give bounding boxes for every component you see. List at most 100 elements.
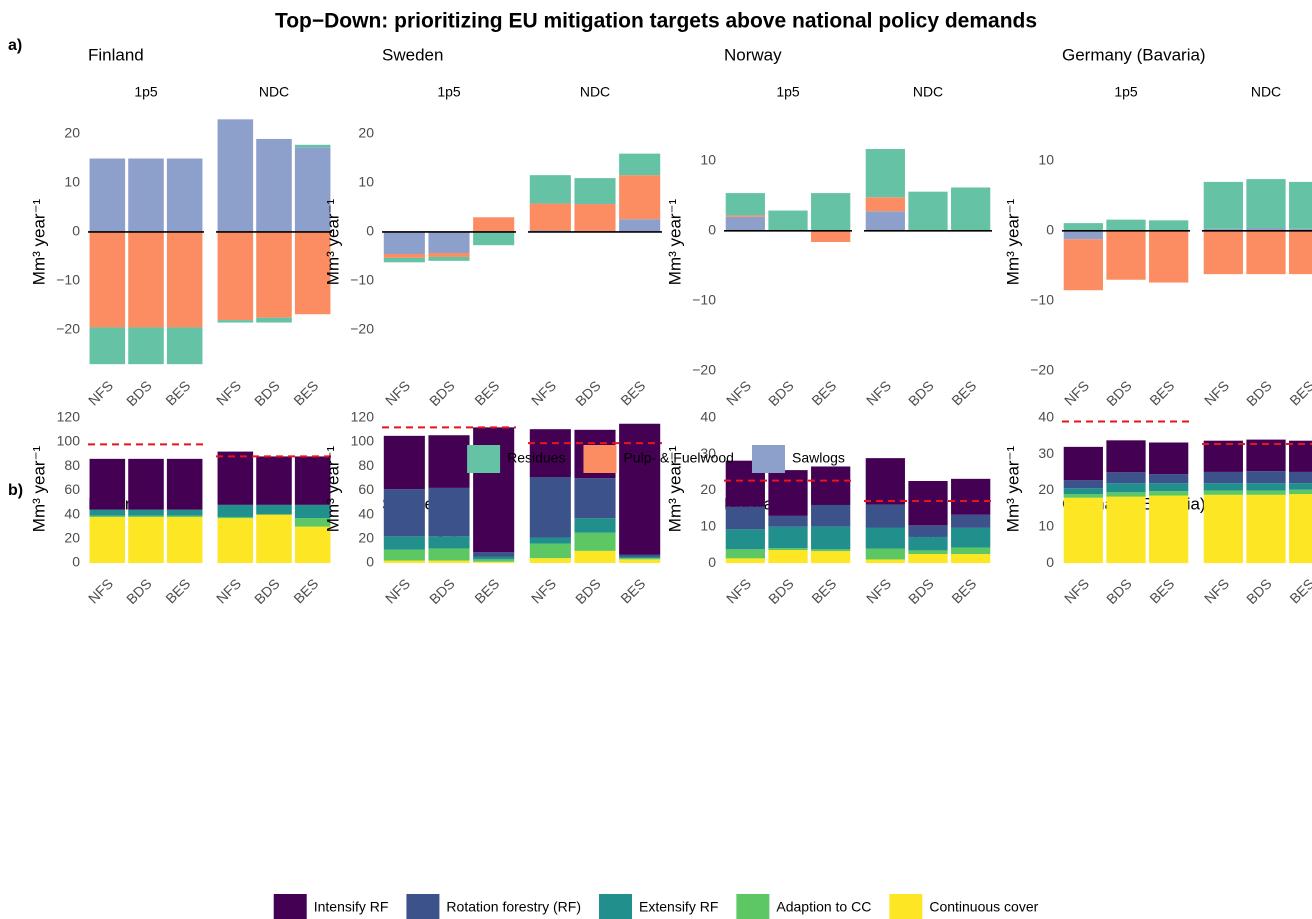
bar-segment bbox=[1289, 230, 1312, 275]
y-tick-label: 30 bbox=[700, 445, 716, 461]
bar-segment bbox=[473, 231, 515, 246]
bar-segment bbox=[166, 509, 203, 516]
x-tick-label: BDS bbox=[905, 575, 937, 607]
x-tick-label: BES bbox=[162, 377, 193, 408]
x-tick-label: BDS bbox=[1103, 377, 1135, 409]
bar-segment bbox=[383, 489, 425, 537]
bar-segment bbox=[166, 327, 203, 365]
bar-segment bbox=[1289, 228, 1312, 231]
y-axis-label: Mm³ year⁻¹ bbox=[665, 445, 684, 532]
facet-label: NDC bbox=[1251, 84, 1281, 100]
facet-label: NDC bbox=[580, 84, 610, 100]
bar-segment bbox=[574, 550, 616, 563]
bar-segment bbox=[217, 320, 254, 323]
bar-segment bbox=[1106, 230, 1146, 280]
y-tick-label: −10 bbox=[56, 272, 80, 288]
bar-segment bbox=[1203, 471, 1243, 484]
x-tick-label: BDS bbox=[1243, 377, 1275, 409]
bar-segment bbox=[768, 548, 808, 551]
y-tick-label: −10 bbox=[692, 291, 716, 307]
y-tick-label: 0 bbox=[366, 554, 374, 570]
bar-segment bbox=[1246, 228, 1286, 231]
panel-title: Finland bbox=[88, 45, 144, 64]
y-tick-label: 120 bbox=[351, 408, 375, 424]
bar-segment bbox=[294, 504, 331, 519]
bar-segment bbox=[908, 554, 948, 564]
bar-segment bbox=[1289, 471, 1312, 484]
bar-segment bbox=[1203, 181, 1243, 229]
x-tick-label: BES bbox=[808, 575, 839, 606]
bar-segment bbox=[1106, 219, 1146, 231]
y-axis-label: Mm³ year⁻¹ bbox=[29, 445, 48, 532]
bar-segment bbox=[725, 549, 765, 559]
y-tick-label: −10 bbox=[350, 272, 374, 288]
bar-segment bbox=[619, 559, 661, 563]
x-tick-label: NFS bbox=[863, 575, 894, 606]
bar-segment bbox=[1149, 442, 1189, 475]
bar-segment bbox=[89, 516, 126, 563]
bar-segment bbox=[529, 175, 571, 204]
bar-segment bbox=[428, 231, 470, 254]
y-tick-label: 80 bbox=[64, 457, 80, 473]
bar-segment bbox=[619, 558, 661, 560]
bar-segment bbox=[768, 515, 808, 527]
bar-segment bbox=[428, 487, 470, 537]
bar-segment bbox=[128, 231, 164, 328]
bar-segment bbox=[1246, 490, 1286, 495]
bar-segment bbox=[951, 554, 991, 564]
bar-segment bbox=[908, 536, 948, 551]
y-axis-label: Mm³ year⁻¹ bbox=[323, 198, 342, 285]
bar-segment bbox=[1246, 179, 1286, 229]
y-tick-label: 0 bbox=[72, 554, 80, 570]
facet-label: 1p5 bbox=[134, 84, 158, 100]
bar-segment bbox=[529, 537, 571, 544]
y-tick-label: 20 bbox=[1038, 481, 1054, 497]
facet-label: 1p5 bbox=[776, 84, 800, 100]
bar-segment bbox=[725, 558, 765, 564]
x-tick-label: NFS bbox=[85, 377, 116, 408]
x-tick-label: BDS bbox=[123, 377, 155, 409]
x-tick-label: BDS bbox=[251, 575, 283, 607]
y-tick-label: 40 bbox=[700, 409, 716, 425]
bar-segment bbox=[89, 509, 126, 516]
bar-segment bbox=[908, 550, 948, 555]
y-axis-label: Mm³ year⁻¹ bbox=[29, 198, 48, 285]
x-tick-label: BES bbox=[290, 575, 321, 606]
bar-segment bbox=[217, 516, 254, 519]
y-tick-label: 10 bbox=[700, 152, 716, 168]
panel-label: b) bbox=[8, 482, 23, 499]
bar-segment bbox=[1246, 494, 1286, 564]
y-tick-label: 20 bbox=[700, 481, 716, 497]
bar-segment bbox=[768, 210, 808, 231]
facet-label: NDC bbox=[913, 84, 943, 100]
x-tick-label: BES bbox=[948, 575, 979, 606]
bar-segment bbox=[1063, 239, 1103, 291]
legend-swatch bbox=[273, 894, 307, 919]
bar-segment bbox=[294, 456, 331, 505]
x-tick-label: BDS bbox=[765, 377, 797, 409]
bar-segment bbox=[725, 215, 765, 217]
bar-segment bbox=[811, 504, 851, 527]
x-tick-label: NFS bbox=[528, 575, 559, 606]
bar-segment bbox=[473, 561, 515, 563]
panel-title: Norway bbox=[724, 45, 782, 64]
y-tick-label: −20 bbox=[56, 321, 80, 337]
bar-segment bbox=[1203, 494, 1243, 564]
bar-segment bbox=[428, 253, 470, 257]
bar-segment bbox=[574, 478, 616, 519]
bar-segment bbox=[619, 153, 661, 176]
bar-segment bbox=[428, 256, 470, 261]
x-tick-label: BDS bbox=[251, 377, 283, 409]
bar-segment bbox=[768, 550, 808, 564]
x-tick-label: BES bbox=[808, 377, 839, 408]
legend-swatch bbox=[599, 894, 633, 919]
x-tick-label: BDS bbox=[123, 575, 155, 607]
bar-segment bbox=[811, 466, 851, 505]
bar-segment bbox=[256, 138, 292, 232]
y-tick-label: 60 bbox=[64, 481, 80, 497]
y-tick-label: 0 bbox=[708, 222, 716, 238]
bar-segment bbox=[473, 556, 515, 560]
x-tick-label: BES bbox=[471, 377, 502, 408]
x-tick-label: BES bbox=[1286, 575, 1312, 606]
